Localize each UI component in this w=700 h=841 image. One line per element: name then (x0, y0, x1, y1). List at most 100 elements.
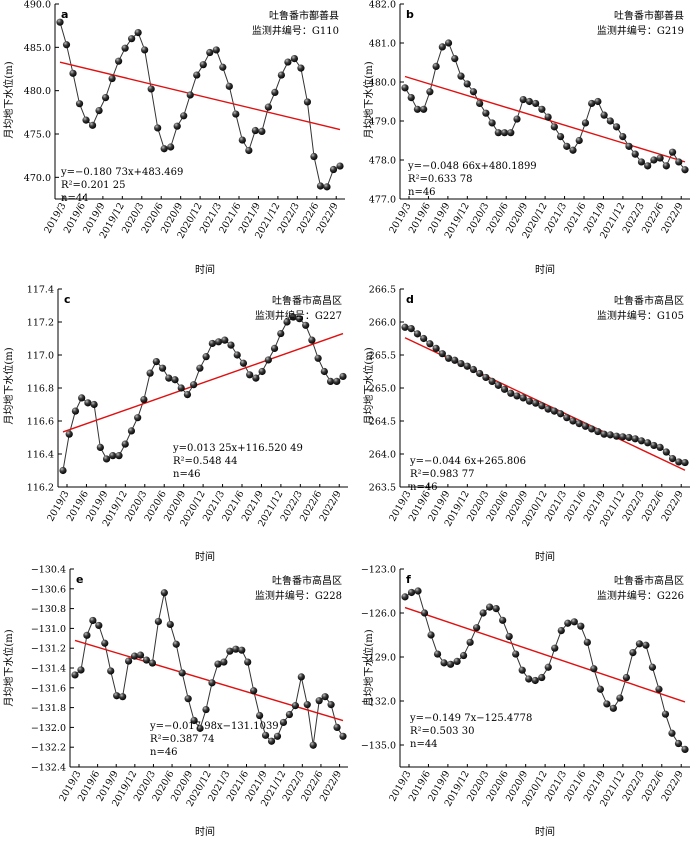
panel-letter: d (406, 293, 414, 306)
data-point (469, 88, 478, 96)
data-point (96, 443, 104, 451)
data-point (457, 359, 465, 368)
data-point (532, 399, 540, 407)
data-point (519, 394, 527, 402)
well-label: 监测井编号：G227 (255, 309, 342, 322)
data-point (631, 435, 639, 443)
y-tick-label: −129.0 (361, 653, 396, 664)
y-tick-label: −131.6 (31, 683, 66, 694)
data-point (258, 127, 266, 135)
data-point (339, 372, 347, 381)
data-point (674, 739, 683, 748)
data-point (196, 364, 204, 372)
data-point (320, 367, 328, 376)
data-point (453, 657, 461, 666)
data-point (166, 620, 174, 629)
data-point (609, 704, 617, 712)
data-point (581, 422, 590, 430)
data-point (407, 94, 415, 102)
data-point (89, 616, 97, 625)
data-point (314, 354, 322, 362)
trend-line (59, 61, 341, 131)
panel-b: 477.0478.0479.0480.0481.0482.02019/32019… (362, 0, 690, 276)
data-point (596, 685, 604, 693)
data-point (154, 124, 162, 132)
data-point (196, 724, 204, 732)
data-point (102, 455, 111, 463)
data-point (588, 99, 596, 108)
data-point (252, 374, 260, 382)
y-tick-label: 480.0 (369, 78, 396, 89)
regression-equation: y=−0.044 6x+265.806 (409, 456, 526, 467)
r-squared-label: R²=0.503 30 (410, 726, 474, 737)
data-point (427, 631, 435, 639)
data-point (556, 133, 565, 141)
x-axis-title: 时间 (195, 550, 215, 563)
data-point (245, 146, 253, 155)
y-tick-label: −135.0 (361, 741, 396, 752)
data-point (295, 315, 304, 323)
well-label: 监测井编号：G219 (597, 24, 684, 37)
y-axis-title: 月均地下水位(m) (2, 347, 15, 424)
data-point (469, 365, 478, 374)
y-tick-label: 117.0 (27, 351, 54, 362)
data-point (644, 439, 652, 447)
data-point (101, 639, 109, 647)
data-point (127, 427, 136, 435)
r-squared-label: R²=0.633 78 (408, 174, 472, 185)
data-point (569, 417, 577, 425)
data-point (297, 64, 305, 72)
data-point (184, 695, 192, 703)
r-squared-label: R²=0.548 44 (173, 456, 237, 467)
data-point (95, 621, 103, 630)
data-point (525, 675, 533, 683)
data-point (681, 745, 689, 754)
data-point (420, 105, 428, 113)
data-point (160, 145, 168, 153)
data-point (525, 397, 534, 405)
data-point (113, 692, 121, 700)
y-tick-label: −130.6 (31, 584, 66, 595)
data-point (635, 640, 644, 648)
data-point (457, 72, 465, 80)
data-point (142, 656, 151, 664)
data-point (128, 35, 136, 43)
data-point (78, 394, 86, 402)
panel-letter: c (64, 293, 71, 306)
data-point (482, 109, 490, 117)
data-point (279, 718, 288, 727)
data-point (438, 350, 446, 358)
data-point (212, 46, 220, 54)
data-point (62, 41, 71, 49)
data-point (513, 115, 521, 123)
data-point (303, 98, 312, 106)
data-point (121, 44, 129, 52)
data-point (479, 609, 487, 617)
data-point (513, 392, 521, 400)
data-point (564, 619, 572, 627)
data-point (575, 136, 583, 145)
y-tick-label: −130.8 (31, 604, 66, 615)
data-point (668, 455, 677, 463)
data-point (232, 645, 240, 653)
data-point (570, 618, 578, 626)
data-point (270, 344, 279, 352)
panel-f: −135.0−132.0−129.0−126.0−123.02019/32019… (361, 565, 690, 838)
data-point (238, 646, 246, 654)
data-point (648, 663, 657, 671)
sample-size-label: n=46 (173, 469, 201, 480)
data-point (575, 420, 583, 428)
data-point (606, 117, 614, 125)
data-point (108, 74, 116, 83)
data-point (158, 364, 167, 372)
data-point (583, 638, 591, 646)
data-point (220, 658, 228, 666)
data-point (594, 427, 602, 436)
data-point (283, 318, 291, 326)
y-tick-label: 481.0 (369, 39, 396, 50)
trend-line (404, 75, 686, 163)
data-point (476, 99, 484, 108)
regression-equation: y=−0.149 7x−125.4778 (409, 713, 532, 724)
data-point (221, 336, 229, 344)
y-tick-label: 478.0 (369, 156, 396, 167)
